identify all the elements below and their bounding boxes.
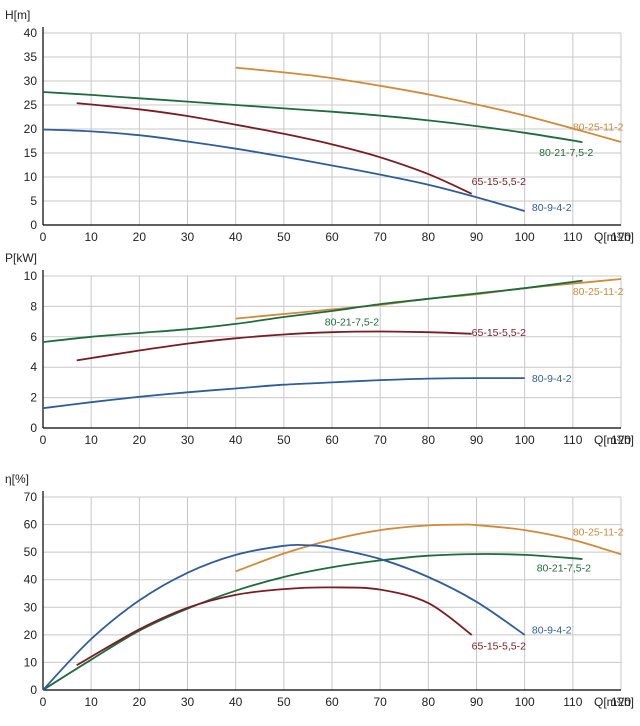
y-tick-label: 10 [24,269,38,283]
x-tick-label: 70 [373,695,387,709]
y-tick-label: 70 [24,490,38,504]
y-tick-label: 20 [24,122,38,136]
x-tick-label: 100 [515,433,535,447]
x-tick-label: 50 [277,230,291,244]
x-tick-label: 120 [611,433,631,447]
x-tick-label: 50 [277,433,291,447]
x-tick-label: 20 [133,433,147,447]
y-tick-label: 0 [30,218,37,232]
y-tick-label: 35 [24,50,38,64]
x-tick-label: 80 [422,695,436,709]
x-tick-label: 10 [84,695,98,709]
x-tick-label: 90 [470,230,484,244]
series-line-80-21-7,5-2 [42,91,583,144]
x-tick-label: 40 [229,695,243,709]
y-tick-label: 15 [24,146,38,160]
x-tick-label: 10 [84,230,98,244]
x-tick-label: 110 [563,433,582,447]
series-label: 80-9-4-2 [532,373,572,385]
series-label: 80-21-7,5-2 [537,562,591,574]
x-tick-label: 110 [563,695,582,709]
series-label: 65-15-5,5-2 [472,176,526,188]
y-tick-label: 8 [30,299,37,313]
x-tick-label: 80 [422,433,436,447]
x-tick-label: 20 [133,695,147,709]
y-tick-label: 0 [30,421,37,435]
chart-head: 0 10 20 30 40 50 60 70 80 90 100 110 120 0 5 10 15 20 25 30… [5,8,634,244]
series-line-65-15-5,5-2 [76,586,473,666]
series-label: 80-9-4-2 [532,624,572,636]
x-tick-label: 100 [515,695,535,709]
x-tick-label: 40 [229,433,243,447]
series-line-80-9-4-2 [42,128,525,212]
series-line-80-21-7,5-2 [42,279,583,343]
y-tick-label: 25 [24,98,38,112]
x-axis-label: Q[m³/h] [594,695,634,709]
x-axis-label: Q[m³/h] [594,230,634,244]
x-tick-label: 30 [181,230,195,244]
x-tick-label: 80 [422,230,436,244]
y-tick-label: 60 [24,518,38,532]
y-tick-label: 6 [30,330,37,344]
series-line-80-9-4-2 [42,543,526,691]
x-tick-label: 100 [515,230,535,244]
chart-efficiency: 0 10 20 30 40 50 60 70 80 90 100 110 120 0 10 20 30 40 50 6… [5,472,634,709]
y-tick-label: 40 [24,26,38,40]
y-axis-label: H[m] [5,8,30,22]
x-tick-label: 90 [470,433,484,447]
x-axis-label: Q[m³/h] [594,433,634,447]
y-tick-label: 0 [30,683,37,697]
series-line-80-9-4-2 [42,377,525,410]
x-tick-label: 0 [40,695,47,709]
x-tick-label: 20 [133,230,147,244]
x-tick-label: 0 [40,230,47,244]
y-tick-label: 40 [24,573,38,587]
chart-power: 0 10 20 30 40 50 60 70 80 90 100 110 120 0 2 4 6 8 10 P[kW]… [5,251,634,447]
series-label: 80-9-4-2 [532,202,572,214]
y-tick-label: 20 [24,628,38,642]
x-tick-label: 0 [40,433,47,447]
series-line-65-15-5,5-2 [76,330,472,362]
series-line-65-15-5,5-2 [76,102,473,195]
series-line-80-25-11-2 [235,66,622,143]
x-tick-label: 120 [611,695,631,709]
series-label: 80-25-11-2 [573,526,624,538]
y-tick-label: 10 [24,655,38,669]
y-tick-label: 10 [24,170,38,184]
series-label: 80-25-11-2 [573,122,624,134]
y-tick-label: 50 [24,545,38,559]
series-label: 65-15-5,5-2 [472,327,526,339]
x-tick-label: 40 [229,230,243,244]
y-axis-label: η[%] [5,472,29,486]
y-axis-label: P[kW] [5,251,37,265]
series-label: 80-25-11-2 [573,286,624,298]
y-tick-label: 2 [30,391,37,405]
x-tick-label: 30 [181,695,195,709]
x-tick-label: 50 [277,695,291,709]
x-tick-label: 120 [611,230,631,244]
x-tick-label: 70 [373,230,387,244]
x-tick-label: 10 [84,433,98,447]
x-tick-label: 30 [181,433,195,447]
x-tick-label: 90 [470,695,484,709]
x-tick-label: 110 [563,230,582,244]
x-tick-label: 70 [373,433,387,447]
y-tick-label: 4 [30,360,37,374]
y-tick-label: 5 [30,194,37,208]
y-tick-label: 30 [24,600,38,614]
x-tick-label: 60 [325,230,339,244]
y-tick-label: 30 [24,74,38,88]
series-label: 80-21-7,5-2 [539,147,593,159]
series-label: 65-15-5,5-2 [472,640,526,652]
series-label: 80-21-7,5-2 [325,317,379,329]
x-tick-label: 60 [325,433,339,447]
x-tick-label: 60 [325,695,339,709]
series-line-80-21-7,5-2 [42,553,583,691]
